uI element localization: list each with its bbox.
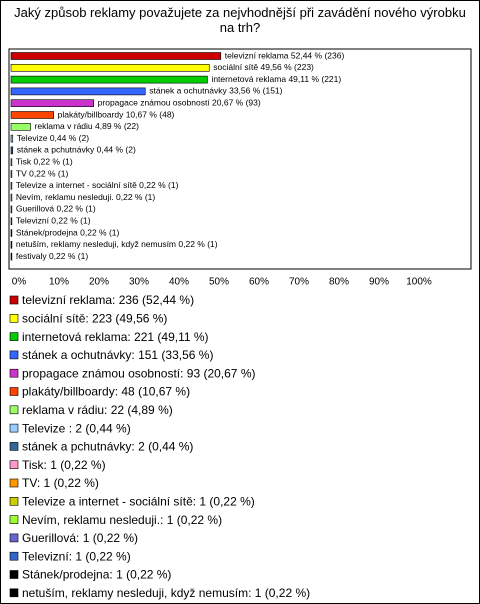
legend-label: sociální sítě: 223 (49,56 %) bbox=[22, 311, 167, 325]
legend-label: Televize : 2 (0,44 %) bbox=[22, 421, 131, 435]
bar bbox=[10, 158, 13, 166]
legend-label: Televizní: 1 (0,22 %) bbox=[22, 549, 131, 563]
bar-label: Televizní 0,22 % (1) bbox=[16, 215, 91, 225]
legend-label: Stánek/prodejna: 1 (0,22 %) bbox=[22, 568, 171, 582]
legend-label: netuším, reklamy nesleduji, když nemusím… bbox=[22, 586, 310, 600]
bar-label: stánek a ochutnávky 33,56 % (151) bbox=[149, 86, 282, 96]
legend-label: plakáty/billboardy: 48 (10,67 %) bbox=[22, 385, 190, 399]
x-tick-label: 90% bbox=[369, 277, 389, 288]
legend-swatch bbox=[9, 368, 19, 378]
bar bbox=[10, 252, 13, 261]
x-tick-label: 30% bbox=[129, 277, 149, 288]
bar-label: Tisk 0,22 % (1) bbox=[16, 156, 73, 166]
bar bbox=[10, 217, 13, 225]
bar-label: sociální sítě 49,56 % (223) bbox=[213, 62, 314, 72]
bar-label: festivaly 0,22 % (1) bbox=[16, 251, 88, 261]
bar-label: Televize a internet - sociální sítě 0,22… bbox=[16, 180, 179, 190]
legend-label: reklama v rádiu: 22 (4,89 %) bbox=[22, 403, 173, 417]
legend-swatch bbox=[9, 295, 19, 305]
bar-label: Stánek/prodejna 0,22 % (1) bbox=[16, 227, 120, 237]
legend-swatch bbox=[9, 332, 19, 341]
legend-swatch bbox=[9, 460, 19, 470]
legend-label: Guerillová: 1 (0,22 %) bbox=[22, 531, 138, 545]
legend-swatch bbox=[9, 570, 19, 579]
bar bbox=[10, 193, 13, 202]
x-tick-label: 10% bbox=[49, 277, 69, 288]
legend-label: Nevím, reklamu nesleduji.: 1 (0,22 %) bbox=[22, 513, 222, 527]
x-tick-label: 40% bbox=[169, 277, 189, 288]
legend-swatch bbox=[9, 423, 19, 433]
x-tick-label: 20% bbox=[89, 277, 109, 288]
bar-label: propagace známou osobností 20,67 % (93) bbox=[98, 97, 261, 107]
legend-label: stánek a pchutnávky: 2 (0,44 %) bbox=[22, 440, 193, 454]
bar-label: netuším, reklamy nesleduji, když nemusím… bbox=[16, 239, 218, 249]
legend-swatch bbox=[9, 515, 19, 524]
legend-label: Tisk: 1 (0,22 %) bbox=[22, 458, 106, 472]
x-tick-label: 70% bbox=[289, 277, 309, 288]
chart-title: Jaký způsob reklamy považujete za nejvho… bbox=[14, 5, 466, 35]
x-tick-label: 50% bbox=[209, 277, 229, 288]
bar-label: Guerillová 0,22 % (1) bbox=[16, 204, 96, 214]
bar-label: TV 0,22 % (1) bbox=[16, 168, 69, 178]
bar-label: televizní reklama 52,44 % (236) bbox=[225, 50, 345, 60]
legend-swatch bbox=[9, 350, 19, 360]
bar bbox=[10, 87, 146, 96]
bar bbox=[10, 134, 14, 143]
x-tick-label: 100% bbox=[406, 277, 432, 288]
legend-swatch bbox=[9, 588, 19, 598]
bar-label: Nevím, reklamu nesleduji. 0,22 % (1) bbox=[16, 192, 156, 202]
bar bbox=[10, 123, 31, 131]
legend-swatch bbox=[9, 478, 19, 488]
legend-label: televizní reklama: 236 (52,44 %) bbox=[22, 293, 194, 307]
bar bbox=[10, 111, 54, 119]
bar-label: Televize 0,44 % (2) bbox=[17, 133, 89, 143]
x-tick-label: 0% bbox=[12, 277, 27, 288]
plot-frame bbox=[8, 48, 472, 270]
bar bbox=[10, 170, 13, 178]
bar bbox=[10, 146, 14, 155]
bar bbox=[10, 63, 210, 72]
legend-label: propagace známou osobností: 93 (20,67 %) bbox=[22, 366, 255, 380]
legend-label: internetová reklama: 221 (49,11 %) bbox=[22, 330, 209, 344]
legend-swatch bbox=[9, 551, 19, 561]
legend-swatch bbox=[9, 533, 19, 543]
legend-swatch bbox=[9, 405, 19, 415]
x-tick-label: 60% bbox=[249, 277, 269, 288]
legend-label: stánek a ochutnávky: 151 (33,56 %) bbox=[22, 348, 213, 362]
bar bbox=[10, 99, 94, 107]
bar bbox=[10, 52, 222, 60]
bar bbox=[10, 229, 13, 237]
bar bbox=[10, 75, 208, 84]
legend-label: Televize a internet - sociální sítě: 1 (… bbox=[22, 494, 255, 508]
legend-swatch bbox=[9, 387, 19, 396]
bar-label: plakáty/billboardy 10,67 % (48) bbox=[58, 109, 175, 119]
bar bbox=[10, 205, 13, 214]
bar bbox=[10, 241, 13, 249]
legend-swatch bbox=[9, 442, 19, 451]
legend-swatch bbox=[9, 313, 19, 323]
bar-label: reklama v rádiu 4,89 % (22) bbox=[35, 121, 140, 131]
legend-swatch bbox=[9, 496, 19, 506]
bar-label: internetová reklama 49,11 % (221) bbox=[211, 74, 341, 84]
bar-label: stánek a pchutnávky 0,44 % (2) bbox=[17, 145, 136, 155]
x-tick-label: 80% bbox=[329, 277, 349, 288]
legend-label: TV: 1 (0,22 %) bbox=[22, 476, 99, 490]
bar bbox=[10, 182, 13, 190]
